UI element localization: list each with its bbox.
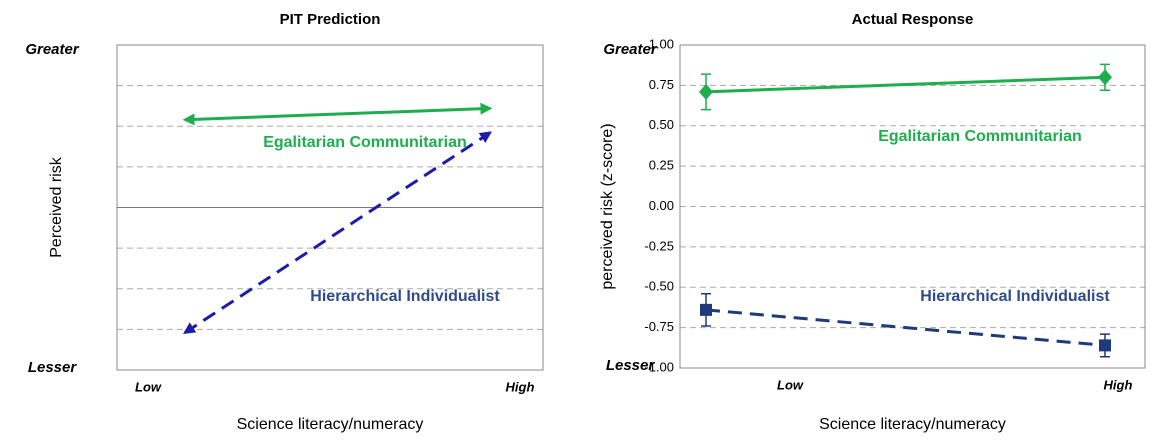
marker	[699, 83, 713, 100]
y-tick-label: 0.75	[649, 77, 674, 92]
y-tick-label: -0.75	[644, 319, 674, 334]
series-label: Egalitarian Communitarian	[263, 134, 467, 151]
chart-title: Actual Response	[852, 11, 974, 28]
x-axis-label: Science literacy/numeracy	[237, 416, 424, 433]
y-tick-label: 1.00	[649, 36, 674, 51]
y-axis-label: perceived risk (z-score)	[599, 123, 616, 289]
plot-frame	[116, 44, 544, 371]
arrow	[182, 102, 493, 126]
marker	[1098, 69, 1112, 86]
series-line	[705, 75, 1106, 94]
marker	[700, 303, 712, 316]
series-label: Egalitarian Communitarian	[878, 128, 1082, 145]
arrow	[182, 131, 493, 334]
y-tick-label: 0.25	[649, 158, 674, 173]
series-line	[705, 308, 1106, 347]
y-tick-label: -0.25	[644, 238, 674, 253]
y-tick-label: 0.00	[649, 198, 674, 213]
marker	[1099, 339, 1111, 352]
y-end-label: Greater	[25, 41, 80, 58]
x-tick-label: High	[506, 379, 535, 394]
series-label: Hierarchical Individualist	[310, 288, 500, 305]
chart-title: PIT Prediction	[280, 11, 381, 28]
x-tick-label: High	[1104, 377, 1133, 392]
y-tick-label: -0.50	[644, 279, 674, 294]
x-tick-label: Low	[135, 379, 162, 394]
plot-frame	[679, 44, 1146, 369]
x-axis-label: Science literacy/numeracy	[819, 416, 1006, 433]
x-tick-label: Low	[777, 377, 804, 392]
y-end-label: Lesser	[606, 357, 656, 374]
y-tick-label: 0.50	[649, 117, 674, 132]
y-end-label: Lesser	[28, 359, 78, 376]
y-axis-label: Perceived risk	[48, 156, 65, 257]
y-tick-label: -1.00	[644, 359, 674, 374]
y-end-label: Greater	[603, 41, 658, 58]
series-label: Hierarchical Individualist	[920, 288, 1110, 305]
